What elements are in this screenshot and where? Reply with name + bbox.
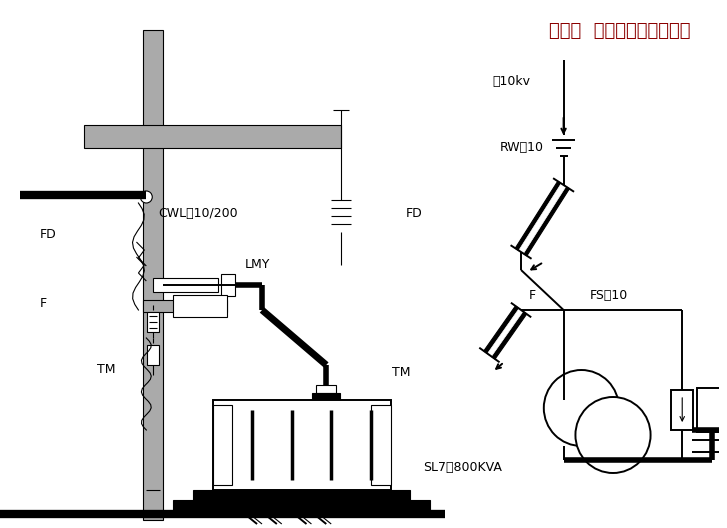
Circle shape (544, 370, 619, 446)
Bar (212, 405, 233, 485)
Bar (697, 388, 727, 432)
Circle shape (140, 191, 152, 203)
Circle shape (576, 397, 651, 473)
Bar (313, 393, 340, 399)
Polygon shape (515, 181, 569, 256)
Text: LMY: LMY (244, 258, 270, 270)
Text: SL7－800KVA: SL7－800KVA (422, 461, 502, 474)
Text: RW－10: RW－10 (499, 142, 544, 154)
Text: CWL－10/200: CWL－10/200 (158, 208, 238, 220)
Polygon shape (193, 490, 410, 500)
Polygon shape (84, 125, 341, 148)
Polygon shape (487, 308, 523, 356)
Text: ～10kv: ～10kv (492, 76, 531, 88)
Text: F: F (529, 289, 536, 302)
Text: F: F (39, 297, 47, 310)
Polygon shape (519, 184, 566, 253)
Bar (212, 400, 390, 490)
Bar (222, 274, 236, 296)
Text: FS－10: FS－10 (590, 289, 627, 302)
Bar (173, 295, 228, 317)
Text: 第一节  施工图常用图形符号: 第一节 施工图常用图形符号 (549, 22, 690, 40)
Bar (316, 385, 336, 393)
Polygon shape (483, 306, 526, 359)
Polygon shape (143, 300, 228, 312)
Bar (148, 312, 159, 332)
Bar (371, 405, 390, 485)
Polygon shape (143, 30, 163, 520)
Text: FD: FD (39, 229, 56, 241)
Bar (671, 390, 693, 430)
Text: TM: TM (392, 366, 410, 379)
Bar (148, 345, 159, 365)
Bar (153, 278, 217, 292)
Polygon shape (173, 500, 430, 512)
Text: FD: FD (406, 208, 423, 220)
Text: TM: TM (97, 363, 116, 376)
